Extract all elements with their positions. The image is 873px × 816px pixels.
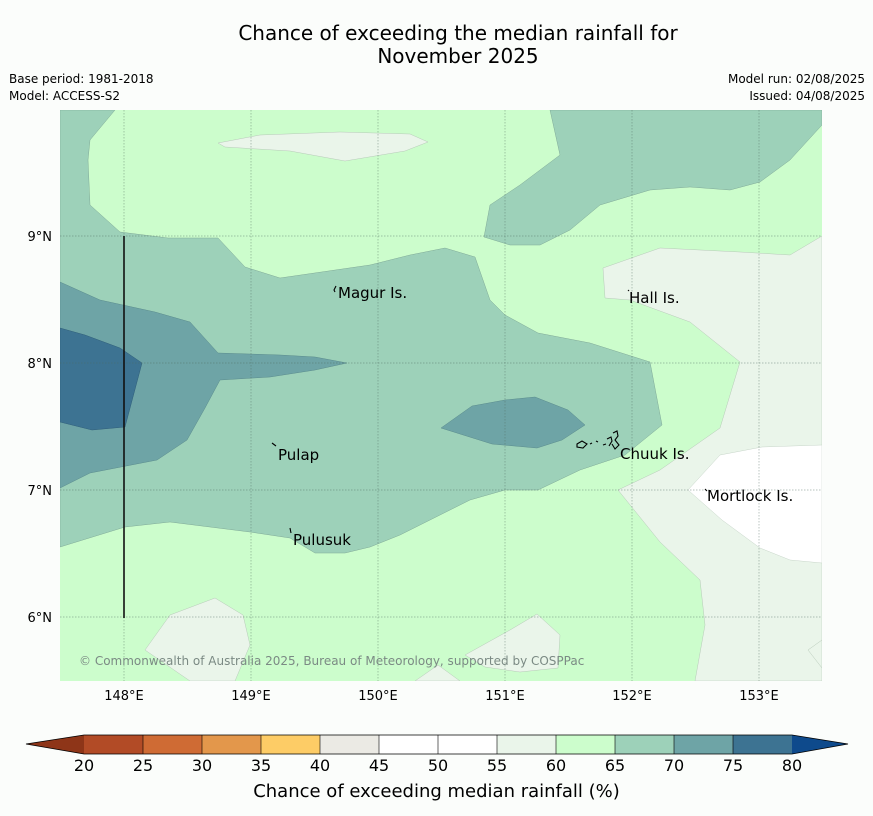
- lat-tick-8n: 8°N: [28, 357, 53, 372]
- colorbar-bin-35-40: [261, 735, 320, 754]
- lon-tick-150e: 150°E: [358, 689, 398, 704]
- colorbar-bin-65-70: [615, 735, 674, 754]
- band-55-60-south-3: [414, 664, 461, 681]
- label-chuuk: Chuuk Is.: [620, 445, 689, 463]
- colorbar-extend-high: [792, 735, 848, 754]
- colorbar-bin-30-35: [202, 735, 261, 754]
- lon-tick-labels: 148°E 149°E 150°E 151°E 152°E 153°E: [104, 689, 779, 704]
- meta-right: Model run: 02/08/2025 Issued: 04/08/2025: [728, 71, 865, 105]
- island-hall: [627, 289, 630, 292]
- island-pulap: [271, 442, 277, 447]
- copyright-notice: © Commonwealth of Australia 2025, Bureau…: [79, 654, 584, 668]
- island-pulusuk: [289, 527, 292, 534]
- cb-tick-80: 80: [782, 756, 802, 775]
- colorbar-bin-75-80: [733, 735, 792, 754]
- band-50-55-east: [687, 444, 822, 564]
- lon-tick-152e: 152°E: [612, 689, 652, 704]
- band-75-80-west: [60, 327, 143, 431]
- map-area: [60, 110, 822, 681]
- cb-tick-65: 65: [605, 756, 625, 775]
- colorbar-dividers: [142, 735, 734, 754]
- colorbar-bin-70-75: [674, 735, 733, 754]
- cb-tick-40: 40: [310, 756, 330, 775]
- title-line-1: Chance of exceeding the median rainfall …: [238, 21, 678, 45]
- band-55-60-south: [144, 597, 251, 681]
- map-title: Chance of exceeding the median rainfall …: [0, 22, 873, 68]
- lat-tick-labels: 9°N 8°N 7°N 6°N: [28, 230, 53, 626]
- meta-left: Base period: 1981-2018 Model: ACCESS-S2: [9, 71, 154, 105]
- band-70-75-center: [440, 396, 586, 449]
- band-55-60-east: [602, 235, 822, 681]
- band-55-60-north: [217, 131, 429, 162]
- label-pulusuk: Pulusuk: [293, 531, 351, 549]
- lon-tick-149e: 149°E: [231, 689, 271, 704]
- colorbar-bin-25-30: [143, 735, 202, 754]
- issued-date: Issued: 04/08/2025: [749, 89, 865, 103]
- lon-tick-148e: 148°E: [104, 689, 144, 704]
- base-period: Base period: 1981-2018: [9, 72, 154, 86]
- colorbar-bin-45-50: [379, 735, 438, 754]
- colorbar-bin-40-45: [320, 735, 379, 754]
- lat-tick-6n: 6°N: [28, 611, 53, 626]
- band-55-60-south-2: [464, 613, 561, 673]
- colorbar-extend-low: [26, 735, 84, 754]
- cb-tick-25: 25: [133, 756, 153, 775]
- island-magur: [333, 285, 337, 293]
- colorbar-bin-50-55: [438, 735, 497, 754]
- model-run: Model run: 02/08/2025: [727, 72, 865, 86]
- cb-tick-75: 75: [723, 756, 743, 775]
- colorbar-bin-60-65: [556, 735, 615, 754]
- colorbar-tick-labels: 20 25 30 35 40 45 50 55 60 65 70 75 80: [74, 756, 802, 775]
- colorbar-title: Chance of exceeding median rainfall (%): [253, 781, 620, 802]
- lon-tick-153e: 153°E: [739, 689, 779, 704]
- colorbar-outline: [25, 734, 849, 755]
- model-name: Model: ACCESS-S2: [9, 89, 121, 103]
- cb-tick-70: 70: [664, 756, 684, 775]
- colorbar-bin-55-60: [497, 735, 556, 754]
- colorbar: [25, 734, 849, 755]
- lat-tick-7n: 7°N: [28, 484, 53, 499]
- island-chuuk: [576, 430, 620, 450]
- title-line-2: November 2025: [377, 44, 539, 68]
- label-magur: Magur Is.: [338, 284, 407, 302]
- cb-tick-30: 30: [192, 756, 212, 775]
- lat-tick-9n: 9°N: [28, 230, 53, 245]
- cb-tick-35: 35: [251, 756, 271, 775]
- cb-tick-50: 50: [428, 756, 448, 775]
- band-65-70-northeast: [483, 110, 822, 246]
- cb-tick-20: 20: [74, 756, 94, 775]
- cb-tick-60: 60: [546, 756, 566, 775]
- island-mortlock: [704, 488, 708, 492]
- colorbar-bin-20-25: [84, 735, 143, 754]
- cb-tick-45: 45: [369, 756, 389, 775]
- place-labels: Magur Is. Hall Is. Pulap Chuuk Is. Mortl…: [278, 284, 793, 549]
- label-pulap: Pulap: [278, 446, 319, 464]
- band-55-60-corner: [807, 639, 822, 669]
- islands: [271, 285, 708, 534]
- band-70-75-west: [60, 281, 348, 489]
- label-mortlock: Mortlock Is.: [707, 487, 793, 505]
- cb-tick-55: 55: [487, 756, 507, 775]
- lon-tick-151e: 151°E: [485, 689, 525, 704]
- label-hall: Hall Is.: [629, 289, 680, 307]
